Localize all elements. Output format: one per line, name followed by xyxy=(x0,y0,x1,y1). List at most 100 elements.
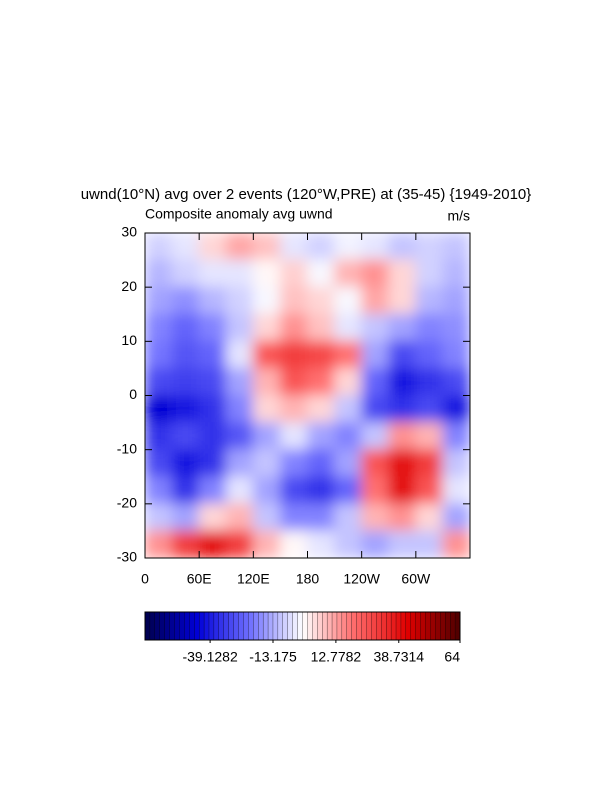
field-cell xyxy=(388,449,417,478)
subtitle-right: m/s xyxy=(447,208,470,224)
colorbar-label: -39.1282 xyxy=(182,649,237,665)
field-cell xyxy=(361,233,390,261)
colorbar-box xyxy=(233,611,239,641)
field-cell xyxy=(334,476,363,505)
field-cell xyxy=(145,449,173,478)
colorbar-label: 38.7314 xyxy=(373,649,424,665)
field-cell xyxy=(198,286,227,315)
colorbar-box xyxy=(223,611,230,641)
field-cell xyxy=(307,422,336,451)
colorbar-box xyxy=(361,611,367,641)
field-cell xyxy=(198,449,227,478)
colorbar-box xyxy=(440,611,446,641)
field-cell xyxy=(198,476,227,505)
colorbar-box xyxy=(302,611,308,641)
field-cell xyxy=(252,233,281,261)
field-cell xyxy=(307,449,336,478)
field-cell xyxy=(145,476,173,505)
colorbar-box xyxy=(159,611,166,641)
field-cell xyxy=(388,422,417,451)
field-cell xyxy=(388,286,417,315)
field-cell xyxy=(388,530,417,558)
field-cell xyxy=(307,259,336,288)
colorbar-box xyxy=(189,611,195,641)
colorbar-box xyxy=(371,611,377,641)
field-cell xyxy=(171,233,200,261)
x-tick-label: 180 xyxy=(296,571,320,587)
colorbar-box xyxy=(292,611,299,641)
colorbar-box xyxy=(218,611,225,641)
field-cell xyxy=(171,313,200,342)
field-cell xyxy=(388,395,417,424)
field-cell xyxy=(361,395,390,424)
field-cell xyxy=(225,286,254,315)
field-cell xyxy=(442,395,470,424)
field-cell xyxy=(171,259,200,288)
x-tick-label: 120E xyxy=(237,571,270,587)
field-cell xyxy=(334,286,363,315)
field-cell xyxy=(361,476,390,505)
field-cell xyxy=(415,367,444,396)
field-cell xyxy=(252,367,281,396)
colorbar-box xyxy=(341,611,348,641)
field-cell xyxy=(307,233,336,261)
field-cell xyxy=(279,313,308,342)
y-tick-label: 0 xyxy=(129,386,137,402)
colorbar-box xyxy=(258,611,264,641)
y-tick-label: -20 xyxy=(117,495,137,511)
field-cell xyxy=(415,286,444,315)
field-cell xyxy=(415,476,444,505)
field-cell xyxy=(442,340,470,369)
field-cell xyxy=(279,367,308,396)
field-cell xyxy=(171,449,200,478)
field-cell xyxy=(145,503,173,532)
colorbar-box xyxy=(272,611,279,641)
field-cell xyxy=(198,340,227,369)
colorbar-box xyxy=(322,611,328,641)
colorbar-box xyxy=(164,611,171,641)
field-cell xyxy=(198,233,227,261)
field-cell xyxy=(252,422,281,451)
field-cell xyxy=(388,367,417,396)
colorbar-box xyxy=(331,611,338,641)
field-cell xyxy=(334,367,363,396)
y-tick-label: -30 xyxy=(117,549,137,565)
colorbar-box xyxy=(208,611,215,641)
colorbar-box xyxy=(450,611,456,641)
field-cell xyxy=(442,449,470,478)
field-cell xyxy=(252,286,281,315)
field-cell xyxy=(388,259,417,288)
x-tick-label: 60W xyxy=(401,571,431,587)
field xyxy=(145,233,470,558)
colorbar-box xyxy=(184,611,190,641)
field-cell xyxy=(145,530,173,558)
field-cell xyxy=(442,313,470,342)
field-cell xyxy=(145,422,173,451)
colorbar-box xyxy=(435,611,441,641)
colorbar-box xyxy=(149,611,156,641)
field-cell xyxy=(252,313,281,342)
field-cell xyxy=(388,476,417,505)
field-cell xyxy=(388,503,417,532)
field-cell xyxy=(252,503,281,532)
colorbar-box xyxy=(445,611,451,641)
field-cell xyxy=(334,449,363,478)
colorbar-box xyxy=(154,611,161,641)
field-cell xyxy=(171,422,200,451)
colorbar-box xyxy=(346,611,353,641)
field-cell xyxy=(279,530,308,558)
colorbar: -39.1282 -13.175 12.7782 38.7314 64 xyxy=(144,611,461,665)
field-cell xyxy=(171,286,200,315)
field-cell xyxy=(442,259,470,288)
field-cell xyxy=(361,449,390,478)
field-cell xyxy=(279,340,308,369)
field-cell xyxy=(171,395,200,424)
field-cell xyxy=(361,422,390,451)
field-cell xyxy=(171,340,200,369)
field-cell xyxy=(307,476,336,505)
field-cell xyxy=(361,530,390,558)
field-cell xyxy=(415,340,444,369)
field-cell xyxy=(279,395,308,424)
field-cell xyxy=(252,395,281,424)
